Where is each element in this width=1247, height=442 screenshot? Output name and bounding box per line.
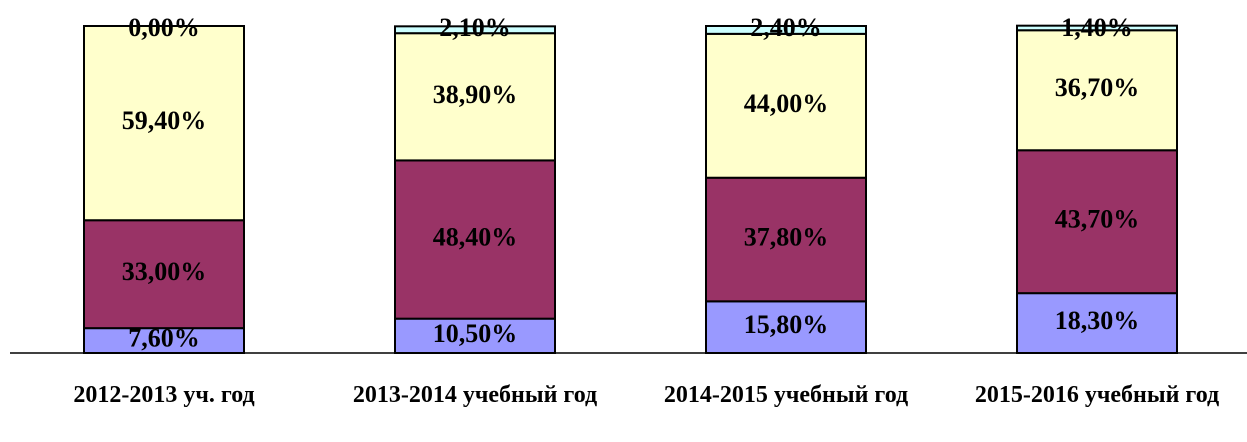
- data-label: 38,90%: [433, 80, 518, 109]
- bar-segment: [1016, 29, 1178, 152]
- bar-segment: [705, 25, 867, 35]
- data-label: 15,80%: [744, 310, 829, 339]
- bar-segment: [1016, 149, 1178, 295]
- bar-segment: [394, 25, 556, 35]
- data-label: 10,50%: [433, 319, 518, 348]
- bar-segment: [705, 176, 867, 303]
- data-label: 0,00%: [128, 13, 200, 42]
- data-label: 18,30%: [1055, 306, 1140, 335]
- bar-segment: [1016, 292, 1178, 354]
- data-label: 36,70%: [1055, 73, 1140, 102]
- data-label: 43,70%: [1055, 205, 1140, 234]
- x-tick-label: 2015-2016 учебный год: [974, 382, 1220, 408]
- x-tick-label: 2012-2013 уч. год: [73, 382, 255, 408]
- x-tick-label: 2013-2014 учебный год: [352, 382, 598, 408]
- x-tick-label: 2014-2015 учебный год: [663, 382, 909, 408]
- data-label: 2,10%: [439, 13, 511, 42]
- data-label: 1,40%: [1061, 13, 1133, 42]
- bar-segment: [83, 219, 245, 330]
- bar-segment: [705, 300, 867, 355]
- bar-segment: [83, 25, 245, 222]
- data-label: 2,40%: [750, 13, 822, 42]
- data-label: 37,80%: [744, 222, 829, 251]
- data-label: 7,60%: [128, 324, 200, 353]
- bar-segment: [1016, 24, 1178, 32]
- bar-segment: [394, 32, 556, 162]
- data-label: 44,00%: [744, 89, 829, 118]
- data-label: 59,40%: [122, 106, 207, 135]
- data-label: 33,00%: [122, 257, 207, 286]
- data-label: 48,40%: [433, 222, 518, 251]
- bar-segment: [394, 159, 556, 320]
